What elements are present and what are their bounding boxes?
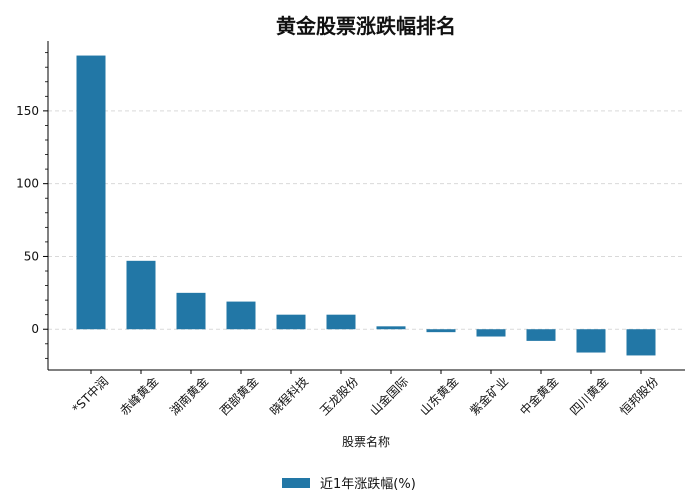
x-axis-label: 股票名称 (342, 434, 390, 449)
x-tick-label: 紫金矿业 (467, 374, 512, 419)
legend: 近1年涨跌幅(%) (282, 476, 416, 492)
bars (76, 55, 656, 356)
bar (126, 260, 156, 330)
bar (226, 301, 256, 330)
axes (47, 41, 685, 371)
y-axis-ticks: 0 50 100 150 (16, 52, 48, 359)
x-axis-ticks: *ST中润 赤峰黄金 湖南黄金 西部黄金 晓程科技 玉龙股份 山金国际 山东黄金 紫金矿业 中金黄… (69, 370, 661, 418)
x-tick-label: 赤峰黄金 (117, 374, 162, 419)
grid (48, 110, 685, 330)
chart-title: 黄金股票涨跌幅排名 (276, 14, 456, 38)
bar (376, 326, 406, 330)
bar (426, 329, 456, 333)
x-tick-label: 山东黄金 (417, 374, 462, 419)
legend-label: 近1年涨跌幅(%) (320, 476, 416, 492)
bar (326, 314, 356, 330)
legend-swatch (282, 478, 310, 488)
x-tick-label: 晓程科技 (267, 374, 312, 419)
y-tick-label: 100 (16, 177, 39, 191)
x-tick-label: 四川黄金 (567, 374, 612, 419)
x-tick-label: 恒邦股份 (617, 374, 661, 418)
bar (476, 329, 506, 337)
x-tick-label: *ST中润 (69, 374, 111, 416)
bar (276, 314, 306, 330)
bar (576, 329, 606, 353)
x-tick-label: 西部黄金 (217, 374, 262, 419)
x-tick-label: 湖南黄金 (167, 374, 212, 419)
y-tick-label: 50 (24, 249, 39, 263)
x-tick-label: 山金国际 (367, 374, 412, 419)
y-tick-label: 0 (31, 322, 39, 336)
bar (626, 329, 656, 356)
x-tick-label: 玉龙股份 (317, 374, 361, 418)
bar (176, 292, 206, 330)
bar (76, 55, 106, 330)
x-tick-label: 中金黄金 (517, 374, 562, 419)
bar (526, 329, 556, 341)
y-tick-label: 150 (16, 104, 39, 118)
